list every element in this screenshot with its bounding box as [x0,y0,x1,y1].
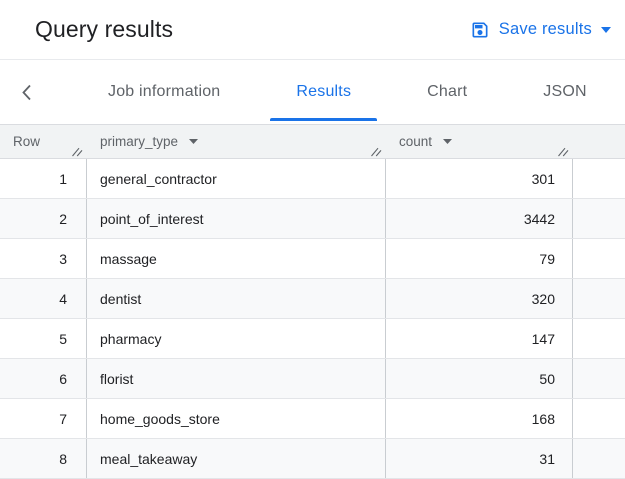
table-cell-spacer [573,239,625,278]
table-cell-spacer [573,279,625,318]
table-cell-spacer [573,399,625,438]
count-cell: 320 [386,279,573,318]
count-cell: 301 [386,159,573,198]
count-cell: 3442 [386,199,573,238]
save-results-label: Save results [498,20,592,38]
resize-handle-icon[interactable] [557,146,569,157]
table-row: 2 point_of_interest 3442 [0,199,625,239]
primary-type-cell: pharmacy [87,319,386,358]
resize-handle-icon[interactable] [71,146,83,157]
table-cell-spacer [573,159,625,198]
results-table: Row primary_type count [0,125,625,479]
row-number-cell: 4 [0,279,87,318]
count-cell: 79 [386,239,573,278]
column-header-primary-type-label: primary_type [100,134,179,149]
primary-type-cell: massage [87,239,386,278]
table-cell-spacer [573,359,625,398]
table-row: 4 dentist 320 [0,279,625,319]
table-cell-spacer [573,319,625,358]
row-number-cell: 7 [0,399,87,438]
primary-type-cell: dentist [87,279,386,318]
count-cell: 168 [386,399,573,438]
column-header-count-label: count [399,134,433,149]
row-number-cell: 1 [0,159,87,198]
column-header-count[interactable]: count [386,125,573,158]
chevron-left-icon[interactable] [14,77,38,107]
save-results-button[interactable]: Save results [470,20,611,40]
count-cell: 31 [386,439,573,478]
row-number-cell: 2 [0,199,87,238]
page-title: Query results [35,16,174,42]
row-number-cell: 5 [0,319,87,358]
column-header-row-label: Row [13,134,41,149]
panel-header: Query results Save results [0,0,625,60]
table-row: 5 pharmacy 147 [0,319,625,359]
table-row: 6 florist 50 [0,359,625,399]
column-menu-caret-icon[interactable] [189,139,199,144]
row-number-cell: 6 [0,359,87,398]
primary-type-cell: meal_takeaway [87,439,386,478]
table-row: 1 general_contractor 301 [0,159,625,199]
primary-type-cell: florist [87,359,386,398]
tab-chart[interactable]: Chart [401,60,493,124]
primary-type-cell: home_goods_store [87,399,386,438]
count-cell: 50 [386,359,573,398]
column-header-primary-type[interactable]: primary_type [87,125,386,158]
column-header-spacer [573,125,625,158]
tab-job-information[interactable]: Job information [82,60,246,124]
column-header-row[interactable]: Row [0,125,87,158]
tab-results[interactable]: Results [270,60,377,124]
table-cell-spacer [573,439,625,478]
arrow-drop-down-icon [601,26,611,33]
table-row: 7 home_goods_store 168 [0,399,625,439]
row-number-cell: 8 [0,439,87,478]
resize-handle-icon[interactable] [370,146,382,157]
row-number-cell: 3 [0,239,87,278]
primary-type-cell: general_contractor [87,159,386,198]
save-icon [470,20,490,40]
table-header-row: Row primary_type count [0,125,625,159]
tab-json[interactable]: JSON [517,60,612,124]
primary-type-cell: point_of_interest [87,199,386,238]
column-menu-caret-icon[interactable] [443,139,453,144]
table-row: 3 massage 79 [0,239,625,279]
table-cell-spacer [573,199,625,238]
table-row: 8 meal_takeaway 31 [0,439,625,479]
tab-bar: Job information Results Chart JSON [0,60,625,125]
count-cell: 147 [386,319,573,358]
